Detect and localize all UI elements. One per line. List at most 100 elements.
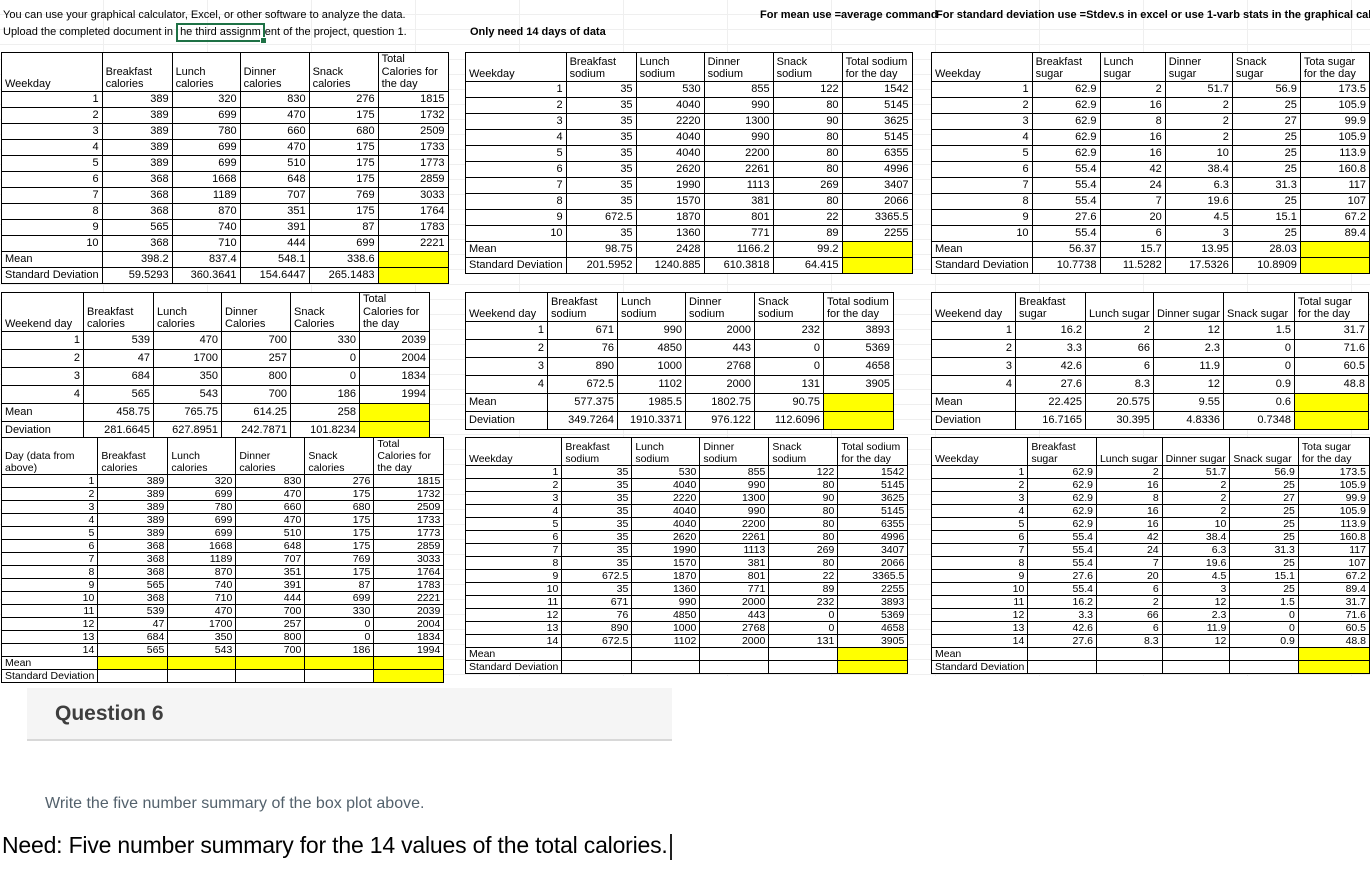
- cell[interactable]: 1.5: [1229, 595, 1299, 609]
- cell[interactable]: 87: [308, 218, 379, 236]
- cell[interactable]: 35: [561, 465, 633, 479]
- cell[interactable]: 3: [1161, 582, 1231, 596]
- cell[interactable]: 7: [931, 177, 1033, 194]
- cell[interactable]: 0: [1223, 357, 1295, 376]
- cell[interactable]: 700: [221, 384, 291, 404]
- cell[interactable]: 59.5293: [101, 266, 173, 284]
- cell[interactable]: 14: [0, 643, 99, 658]
- cell[interactable]: 3: [1164, 225, 1233, 242]
- cell[interactable]: 699: [308, 234, 379, 252]
- cell[interactable]: 62.9: [1031, 81, 1101, 98]
- highlighted-cell[interactable]: [97, 656, 169, 671]
- cell[interactable]: 3893: [823, 321, 894, 340]
- cell[interactable]: 55.4: [1031, 193, 1101, 210]
- cell[interactable]: 48.8: [1294, 375, 1369, 394]
- highlighted-cell[interactable]: [841, 257, 913, 274]
- highlighted-cell[interactable]: [1299, 257, 1370, 274]
- cell[interactable]: 269: [768, 543, 839, 557]
- cell[interactable]: 0: [290, 348, 360, 368]
- cell[interactable]: 76: [561, 608, 633, 622]
- cell[interactable]: [1229, 660, 1299, 674]
- stat-label-cell[interactable]: Deviation: [931, 411, 1016, 430]
- highlighted-cell[interactable]: [304, 656, 375, 671]
- cell[interactable]: 90: [772, 113, 843, 130]
- cell[interactable]: 890: [547, 357, 618, 376]
- cell[interactable]: 3365.5: [841, 209, 913, 226]
- column-header-cell[interactable]: Lunch sugar: [1085, 292, 1154, 322]
- cell[interactable]: 6355: [841, 145, 913, 162]
- cell[interactable]: 25: [1231, 193, 1301, 210]
- cell[interactable]: 11: [464, 595, 563, 609]
- cell[interactable]: 830: [239, 90, 310, 108]
- cell[interactable]: 62.9: [1027, 491, 1097, 505]
- column-header-cell[interactable]: Snack calories: [308, 52, 379, 92]
- cell[interactable]: 12: [1153, 375, 1224, 394]
- cell[interactable]: 740: [167, 578, 237, 593]
- column-header-cell[interactable]: Breakfast sodium: [547, 292, 618, 322]
- column-header-cell[interactable]: Dinner calories: [235, 436, 306, 476]
- cell[interactable]: 10: [1, 234, 103, 252]
- cell[interactable]: 684: [83, 366, 154, 386]
- cell[interactable]: 105.9: [1297, 478, 1370, 492]
- cell[interactable]: 351: [235, 565, 306, 580]
- cell[interactable]: 1668: [171, 170, 241, 188]
- highlighted-cell[interactable]: [377, 266, 449, 284]
- cell[interactable]: 1802.75: [685, 393, 755, 412]
- cell[interactable]: 1113: [699, 543, 770, 557]
- stat-label-cell[interactable]: Mean: [465, 241, 567, 258]
- cell[interactable]: 2039: [373, 604, 445, 619]
- cell[interactable]: 800: [235, 630, 306, 645]
- column-header-cell[interactable]: Breakfast sugar: [1027, 437, 1097, 466]
- cell[interactable]: 391: [235, 578, 306, 593]
- cell[interactable]: 257: [221, 348, 291, 368]
- cell[interactable]: 9: [464, 569, 563, 583]
- column-header-cell[interactable]: Total Calories for the day: [377, 52, 449, 92]
- cell[interactable]: 62.9: [1031, 97, 1101, 114]
- cell[interactable]: 6.3: [1164, 177, 1233, 194]
- cell[interactable]: 14: [930, 634, 1029, 648]
- cell[interactable]: 5145: [837, 478, 909, 492]
- highlighted-cell[interactable]: [235, 656, 306, 671]
- stat-label-cell[interactable]: Mean: [931, 241, 1033, 258]
- cell[interactable]: 2: [1099, 81, 1166, 98]
- cell[interactable]: 2039: [359, 330, 430, 350]
- cell[interactable]: 699: [304, 591, 375, 606]
- cell[interactable]: 699: [167, 513, 237, 528]
- cell[interactable]: 0: [290, 366, 360, 386]
- cell[interactable]: 3: [1, 366, 84, 386]
- cell[interactable]: 1542: [837, 465, 909, 479]
- cell[interactable]: 16.2: [1027, 595, 1097, 609]
- cell[interactable]: 112.6096: [754, 411, 824, 430]
- cell[interactable]: 175: [308, 138, 379, 156]
- cell[interactable]: 470: [153, 330, 222, 350]
- cell[interactable]: 42: [1095, 530, 1163, 544]
- cell[interactable]: 2: [1161, 504, 1231, 518]
- stat-label-cell[interactable]: Standard Deviation: [931, 257, 1033, 274]
- cell[interactable]: 60.5: [1294, 357, 1369, 376]
- cell[interactable]: 80: [768, 556, 839, 570]
- cell[interactable]: 25: [1229, 504, 1299, 518]
- column-header-cell[interactable]: Weekday: [465, 52, 567, 82]
- cell[interactable]: 1189: [167, 552, 237, 567]
- cell[interactable]: 801: [703, 209, 774, 226]
- stat-label-cell[interactable]: Standard Deviation: [930, 660, 1029, 674]
- cell[interactable]: 0: [768, 608, 839, 622]
- cell[interactable]: 62.9: [1027, 465, 1097, 479]
- cell[interactable]: 699: [171, 154, 241, 172]
- cell[interactable]: 1: [930, 465, 1029, 479]
- cell[interactable]: 27: [1229, 491, 1299, 505]
- cell[interactable]: 389: [97, 474, 169, 489]
- cell[interactable]: 5369: [837, 608, 909, 622]
- cell[interactable]: 2: [1164, 113, 1233, 130]
- cell[interactable]: 1764: [377, 202, 449, 220]
- column-header-cell[interactable]: Dinner sugar: [1164, 52, 1233, 82]
- cell[interactable]: 0: [304, 630, 375, 645]
- cell[interactable]: 2221: [377, 234, 449, 252]
- cell[interactable]: 13: [0, 630, 99, 645]
- cell[interactable]: 99.9: [1299, 113, 1370, 130]
- column-header-cell[interactable]: Tota sugar for the day: [1299, 52, 1370, 82]
- cell[interactable]: 232: [768, 595, 839, 609]
- cell[interactable]: 1000: [617, 357, 686, 376]
- cell[interactable]: 60.5: [1297, 621, 1370, 635]
- cell[interactable]: 2620: [631, 530, 701, 544]
